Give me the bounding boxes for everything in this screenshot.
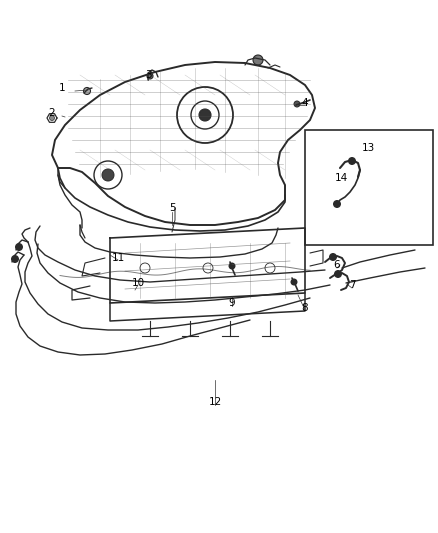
Circle shape (15, 243, 23, 251)
Circle shape (334, 270, 342, 278)
Text: 3: 3 (145, 70, 151, 80)
Circle shape (229, 262, 236, 270)
Circle shape (102, 169, 114, 181)
Circle shape (290, 279, 297, 286)
Circle shape (199, 109, 211, 121)
Text: 2: 2 (49, 108, 55, 118)
Text: 5: 5 (169, 203, 175, 213)
Circle shape (348, 157, 356, 165)
Text: 8: 8 (302, 303, 308, 313)
Text: 14: 14 (334, 173, 348, 183)
Circle shape (147, 73, 153, 79)
Text: 9: 9 (229, 298, 235, 308)
Text: 1: 1 (59, 83, 65, 93)
Circle shape (294, 101, 300, 107)
Circle shape (84, 87, 91, 94)
Bar (305, 130, 433, 245)
Text: 11: 11 (111, 253, 125, 263)
Circle shape (11, 255, 19, 263)
Text: 10: 10 (131, 278, 145, 288)
Text: 12: 12 (208, 397, 222, 407)
Circle shape (253, 55, 263, 65)
Text: 6: 6 (334, 260, 340, 270)
Text: 4: 4 (302, 98, 308, 108)
Circle shape (49, 116, 54, 120)
Circle shape (329, 253, 337, 261)
Text: 13: 13 (361, 143, 374, 153)
Circle shape (333, 200, 341, 208)
Text: 7: 7 (349, 280, 355, 290)
